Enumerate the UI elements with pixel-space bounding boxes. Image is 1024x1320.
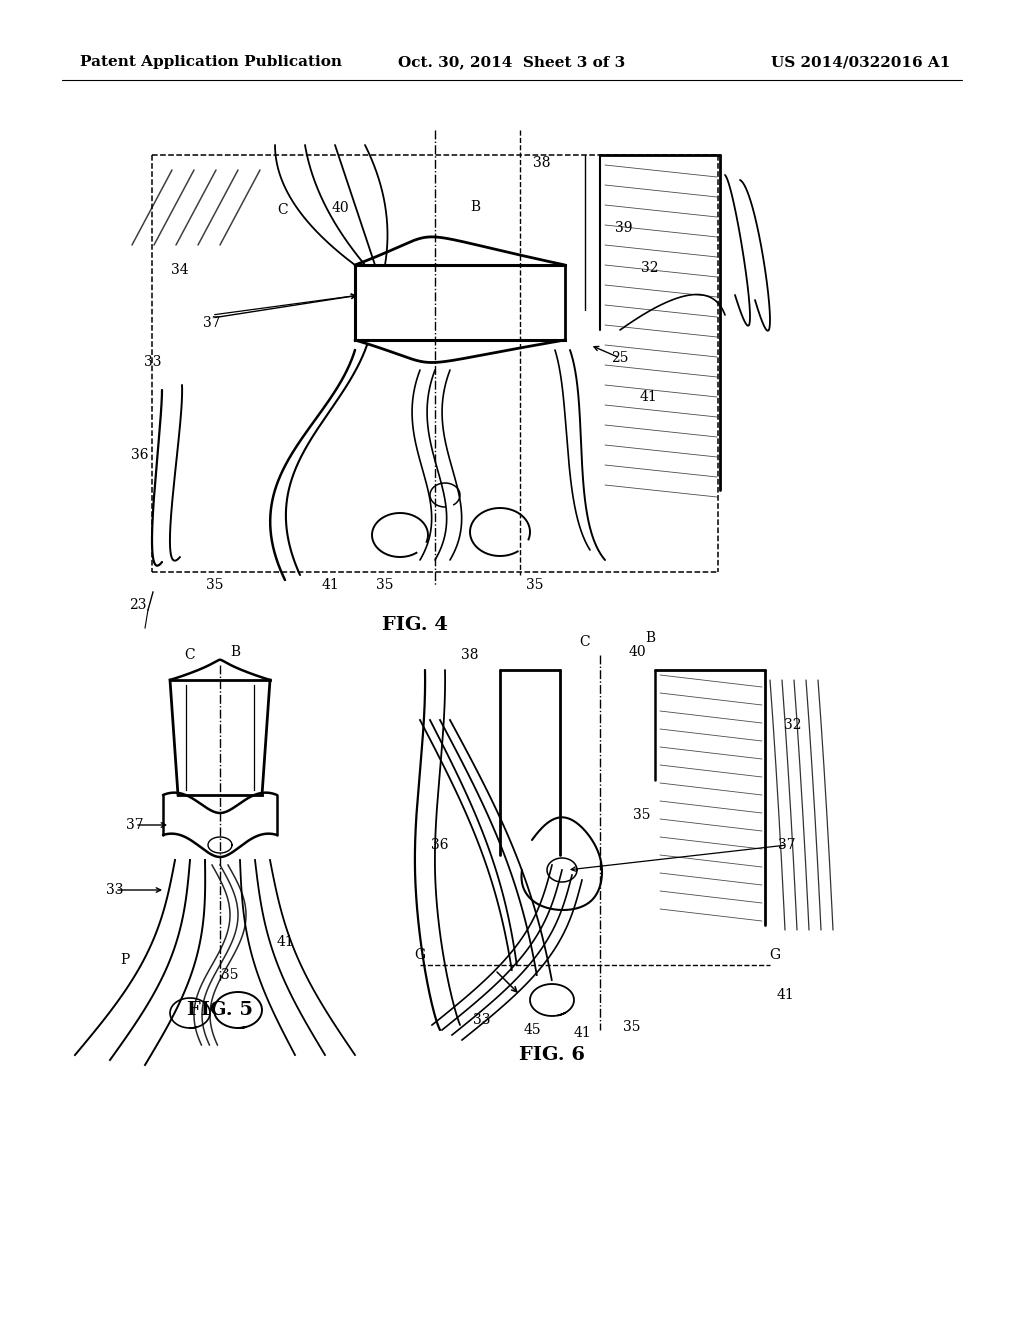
Text: 36: 36: [131, 447, 148, 462]
Text: 35: 35: [376, 578, 394, 591]
Text: B: B: [470, 201, 480, 214]
Text: 25: 25: [611, 351, 629, 366]
Text: FIG. 6: FIG. 6: [519, 1045, 585, 1064]
Text: 35: 35: [206, 578, 224, 591]
Text: G: G: [415, 948, 426, 962]
Text: P: P: [121, 953, 130, 968]
Text: 41: 41: [276, 935, 294, 949]
Text: 35: 35: [633, 808, 650, 822]
Text: 34: 34: [171, 263, 188, 277]
Text: 41: 41: [776, 987, 794, 1002]
Text: 35: 35: [526, 578, 544, 591]
Text: 45: 45: [523, 1023, 541, 1038]
Text: 33: 33: [106, 883, 124, 898]
Text: 33: 33: [473, 1012, 490, 1027]
Text: 41: 41: [322, 578, 339, 591]
Text: 37: 37: [203, 315, 221, 330]
Text: 41: 41: [639, 389, 656, 404]
Text: 37: 37: [778, 838, 796, 851]
Text: 23: 23: [129, 598, 146, 612]
Text: 40: 40: [331, 201, 349, 215]
Text: 35: 35: [624, 1020, 641, 1034]
Text: Patent Application Publication: Patent Application Publication: [80, 55, 342, 69]
Text: B: B: [230, 645, 240, 659]
Text: 38: 38: [461, 648, 479, 663]
Text: 35: 35: [221, 968, 239, 982]
Text: 36: 36: [431, 838, 449, 851]
Text: Oct. 30, 2014  Sheet 3 of 3: Oct. 30, 2014 Sheet 3 of 3: [398, 55, 626, 69]
Text: 37: 37: [126, 818, 143, 832]
Text: FIG. 4: FIG. 4: [382, 616, 447, 634]
Text: C: C: [580, 635, 590, 649]
Text: FIG. 5: FIG. 5: [187, 1001, 253, 1019]
Text: 33: 33: [144, 355, 162, 370]
Text: 39: 39: [615, 220, 633, 235]
Text: G: G: [769, 948, 780, 962]
Text: C: C: [184, 648, 196, 663]
Text: US 2014/0322016 A1: US 2014/0322016 A1: [771, 55, 950, 69]
Text: 32: 32: [641, 261, 658, 275]
Text: B: B: [645, 631, 655, 645]
Text: 41: 41: [573, 1026, 591, 1040]
Text: 38: 38: [534, 156, 551, 170]
Text: C: C: [278, 203, 289, 216]
Text: 40: 40: [628, 645, 646, 659]
Text: 32: 32: [784, 718, 802, 733]
